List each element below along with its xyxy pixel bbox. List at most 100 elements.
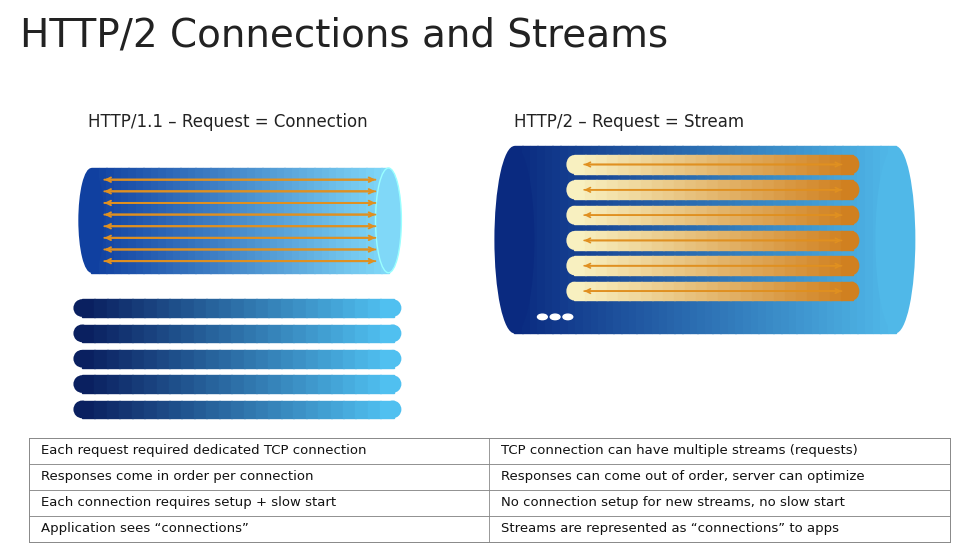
Ellipse shape bbox=[383, 325, 401, 342]
Bar bbox=[618, 180, 630, 199]
Bar bbox=[355, 401, 369, 418]
Bar bbox=[82, 350, 95, 368]
Bar bbox=[629, 231, 641, 250]
Bar bbox=[380, 375, 393, 393]
Bar bbox=[29, 438, 949, 464]
Bar bbox=[206, 375, 219, 393]
Bar bbox=[156, 299, 170, 317]
Ellipse shape bbox=[844, 282, 859, 300]
Bar bbox=[368, 401, 381, 418]
Text: TCP connection can have multiple streams (requests): TCP connection can have multiple streams… bbox=[501, 445, 857, 457]
Bar bbox=[628, 146, 636, 333]
Bar bbox=[828, 180, 841, 199]
Bar bbox=[774, 282, 785, 300]
Bar bbox=[573, 282, 586, 300]
Ellipse shape bbox=[844, 256, 859, 275]
Bar bbox=[202, 168, 210, 273]
Bar bbox=[774, 231, 785, 250]
Bar bbox=[169, 375, 182, 393]
Bar bbox=[305, 299, 319, 317]
Ellipse shape bbox=[566, 180, 581, 199]
Bar bbox=[291, 168, 299, 273]
Ellipse shape bbox=[566, 256, 581, 275]
Bar bbox=[342, 375, 356, 393]
Bar bbox=[368, 350, 381, 368]
Bar bbox=[706, 256, 719, 275]
Bar bbox=[636, 146, 644, 333]
Bar bbox=[231, 325, 244, 342]
Bar bbox=[144, 375, 157, 393]
Bar bbox=[620, 146, 629, 333]
Bar bbox=[156, 325, 170, 342]
Bar bbox=[256, 350, 269, 368]
Bar bbox=[342, 299, 356, 317]
Bar bbox=[218, 299, 232, 317]
Bar bbox=[244, 375, 257, 393]
Bar bbox=[121, 168, 129, 273]
Bar bbox=[247, 168, 255, 273]
Bar bbox=[306, 168, 314, 273]
Bar bbox=[82, 299, 95, 317]
Bar bbox=[545, 146, 553, 333]
Bar bbox=[740, 206, 752, 224]
Bar bbox=[695, 180, 707, 199]
Bar bbox=[606, 206, 619, 224]
Ellipse shape bbox=[73, 325, 91, 342]
Bar bbox=[673, 206, 686, 224]
Bar bbox=[818, 206, 829, 224]
Bar bbox=[695, 155, 707, 174]
Text: Application sees “connections”: Application sees “connections” bbox=[41, 522, 248, 535]
Bar bbox=[94, 325, 108, 342]
Bar bbox=[194, 375, 207, 393]
Bar bbox=[194, 401, 207, 418]
Bar bbox=[188, 168, 196, 273]
Bar bbox=[795, 256, 808, 275]
Bar bbox=[91, 168, 99, 273]
Bar bbox=[94, 375, 108, 393]
Bar bbox=[343, 168, 351, 273]
Bar bbox=[355, 350, 369, 368]
Bar bbox=[606, 282, 619, 300]
Bar bbox=[218, 325, 232, 342]
Bar bbox=[706, 155, 719, 174]
Bar bbox=[94, 401, 108, 418]
Bar bbox=[331, 299, 343, 317]
Bar bbox=[225, 168, 233, 273]
Bar bbox=[685, 180, 696, 199]
Bar bbox=[573, 231, 586, 250]
Bar bbox=[762, 256, 775, 275]
Bar bbox=[293, 299, 306, 317]
Bar bbox=[651, 180, 663, 199]
Ellipse shape bbox=[383, 299, 401, 317]
Bar bbox=[567, 146, 575, 333]
Bar bbox=[651, 231, 663, 250]
Bar bbox=[751, 231, 763, 250]
Bar bbox=[206, 325, 219, 342]
Bar bbox=[606, 155, 619, 174]
Bar bbox=[217, 168, 225, 273]
Bar bbox=[818, 180, 829, 199]
Text: Streams are represented as “connections” to apps: Streams are represented as “connections”… bbox=[501, 522, 838, 535]
Bar bbox=[618, 256, 630, 275]
Bar bbox=[751, 282, 763, 300]
Bar bbox=[342, 325, 356, 342]
Bar bbox=[585, 231, 597, 250]
Text: Each request required dedicated TCP connection: Each request required dedicated TCP conn… bbox=[41, 445, 366, 457]
Bar bbox=[729, 180, 741, 199]
Bar bbox=[342, 401, 356, 418]
Bar bbox=[828, 206, 841, 224]
Bar bbox=[762, 180, 775, 199]
Bar bbox=[596, 282, 607, 300]
Text: HTTP/2 Connections and Streams: HTTP/2 Connections and Streams bbox=[20, 17, 667, 55]
Ellipse shape bbox=[78, 168, 104, 273]
Bar bbox=[194, 325, 207, 342]
Bar bbox=[740, 180, 752, 199]
Bar bbox=[662, 282, 674, 300]
Bar bbox=[119, 325, 133, 342]
Bar bbox=[750, 146, 758, 333]
Bar bbox=[380, 350, 393, 368]
Bar bbox=[841, 146, 849, 333]
Bar bbox=[29, 464, 949, 490]
Bar bbox=[807, 155, 819, 174]
Bar bbox=[240, 168, 247, 273]
